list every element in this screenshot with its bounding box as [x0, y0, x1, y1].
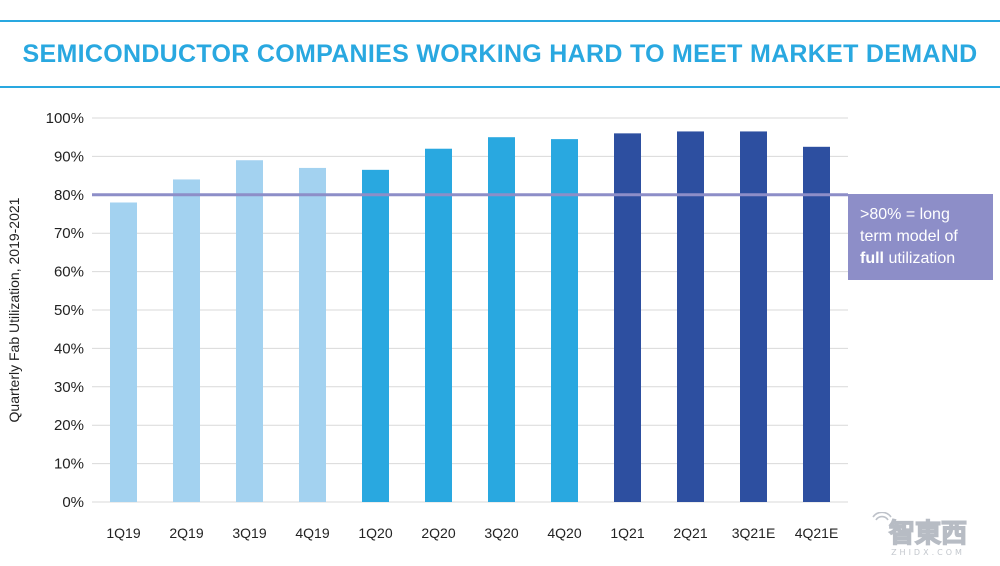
- x-tick-label: 1Q21: [610, 525, 644, 541]
- bar-3q20: [488, 137, 515, 502]
- x-tick-label: 2Q19: [169, 525, 203, 541]
- bar-4q21e: [803, 146, 830, 503]
- bar-1q20: [362, 169, 389, 502]
- watermark-logo: 智東西 ZHIDX.COM: [866, 511, 990, 558]
- y-tick-label: 40%: [54, 340, 84, 357]
- x-tick-label: 3Q19: [232, 525, 266, 541]
- top-rule: [0, 20, 1000, 22]
- y-tick-label: 60%: [54, 264, 84, 281]
- note-rest: utilization: [884, 250, 956, 267]
- y-tick-label: 30%: [54, 379, 84, 396]
- grid-layer: [92, 117, 848, 503]
- bottom-rule: [0, 86, 1000, 88]
- x-tick-label: 2Q20: [421, 525, 455, 541]
- bar-2q21: [677, 131, 704, 502]
- bar-3q19: [236, 160, 263, 503]
- note-bold-word: full: [860, 250, 884, 267]
- reference-note: >80% = long term model of full utilizati…: [848, 194, 993, 280]
- y-tick-label: 100%: [46, 110, 84, 127]
- bar-2q20: [425, 148, 452, 502]
- y-tick-label: 70%: [54, 225, 84, 242]
- y-tick-label: 20%: [54, 417, 84, 434]
- bar-3q21e: [740, 131, 767, 502]
- label-layer: 0% 10% 20% 30% 40% 50% 60% 70% 80% 90% 100% 1Q19 2Q1…: [46, 110, 839, 541]
- y-tick-label: 50%: [54, 302, 84, 319]
- bar-4q19: [299, 167, 326, 503]
- x-tick-label: 4Q20: [547, 525, 581, 541]
- bar-1q19: [110, 202, 137, 503]
- x-tick-label: 3Q21E: [732, 525, 776, 541]
- x-tick-label: 2Q21: [673, 525, 707, 541]
- x-tick-label: 3Q20: [484, 525, 518, 541]
- watermark-logo-text: 智東西: [889, 519, 967, 549]
- watermark-sub-text: ZHIDX.COM: [891, 548, 965, 557]
- bar-2q19: [173, 179, 200, 502]
- y-tick-label: 0%: [62, 494, 84, 511]
- bar-4q20: [551, 139, 578, 502]
- bar-1q21: [614, 133, 641, 503]
- x-tick-label: 1Q19: [106, 525, 140, 541]
- y-tick-label: 90%: [54, 148, 84, 165]
- y-axis-label: Quarterly Fab Utilization, 2019-2021: [6, 197, 22, 422]
- watermark-graphic: 智東西 ZHIDX.COM: [872, 511, 968, 557]
- x-tick-label: 4Q21E: [795, 525, 839, 541]
- bar-layer: [110, 131, 830, 503]
- chart-title: SEMICONDUCTOR COMPANIES WORKING HARD TO …: [22, 40, 978, 68]
- x-tick-label: 4Q19: [295, 525, 329, 541]
- note-line-2: term model of: [860, 228, 958, 245]
- x-tick-label: 1Q20: [358, 525, 392, 541]
- note-line-1: >80% = long: [860, 206, 950, 223]
- y-tick-label: 80%: [54, 187, 84, 204]
- y-tick-label: 10%: [54, 456, 84, 473]
